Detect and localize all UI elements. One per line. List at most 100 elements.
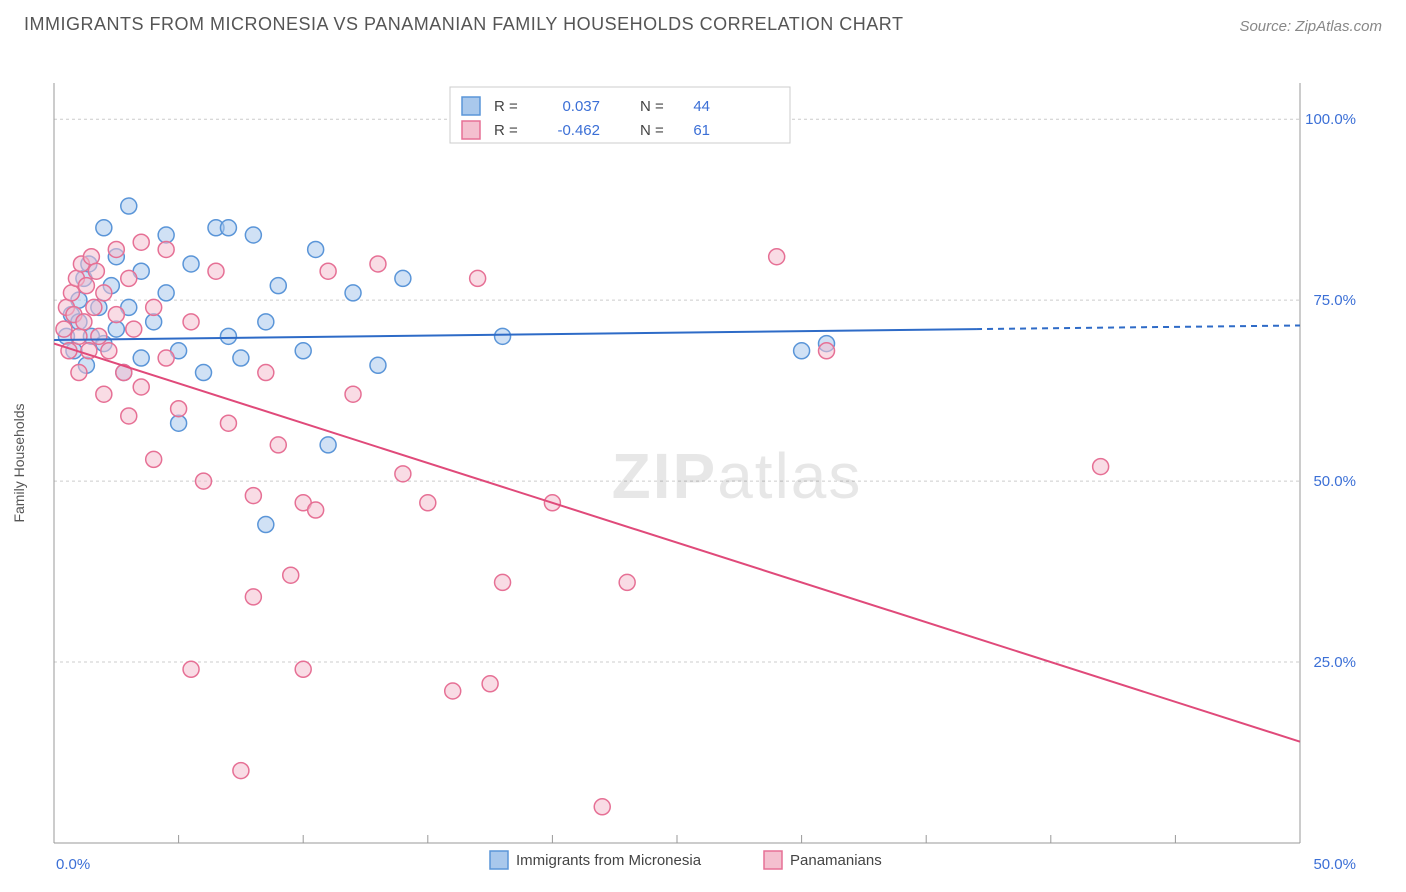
x-tick-label: 50.0% xyxy=(1313,856,1356,873)
scatter-point xyxy=(345,285,361,301)
scatter-point xyxy=(108,321,124,337)
scatter-point xyxy=(370,256,386,272)
scatter-point xyxy=(395,270,411,286)
scatter-point xyxy=(158,227,174,243)
scatter-point xyxy=(233,350,249,366)
scatter-point xyxy=(220,415,236,431)
legend-r-label: R = xyxy=(494,98,518,115)
scatter-point xyxy=(345,386,361,402)
scatter-point xyxy=(133,234,149,250)
scatter-point xyxy=(258,365,274,381)
scatter-point xyxy=(171,415,187,431)
scatter-point xyxy=(245,227,261,243)
scatter-point xyxy=(126,321,142,337)
scatter-point xyxy=(96,386,112,402)
scatter-point xyxy=(482,676,498,692)
scatter-point xyxy=(146,451,162,467)
scatter-point xyxy=(88,263,104,279)
bottom-legend-swatch xyxy=(490,851,508,869)
scatter-point xyxy=(108,241,124,257)
scatter-point xyxy=(158,285,174,301)
scatter-point xyxy=(121,270,137,286)
scatter-point xyxy=(208,263,224,279)
scatter-point xyxy=(283,567,299,583)
scatter-point xyxy=(245,589,261,605)
scatter-point xyxy=(495,574,511,590)
y-tick-label: 25.0% xyxy=(1313,654,1356,671)
scatter-point xyxy=(220,220,236,236)
legend-n-value: 61 xyxy=(693,122,710,139)
legend-swatch xyxy=(462,97,480,115)
scatter-point xyxy=(108,307,124,323)
scatter-point xyxy=(370,357,386,373)
scatter-point xyxy=(101,343,117,359)
scatter-point xyxy=(258,314,274,330)
scatter-point xyxy=(308,241,324,257)
chart-container: 25.0% 50.0% 75.0% 100.0% 0.0% 50.0% Family Hou… xyxy=(0,43,1406,885)
scatter-point xyxy=(96,220,112,236)
scatter-point xyxy=(133,350,149,366)
chart-title: IMMIGRANTS FROM MICRONESIA VS PANAMANIAN… xyxy=(24,14,903,35)
scatter-point xyxy=(121,408,137,424)
scatter-point xyxy=(220,328,236,344)
scatter-point xyxy=(470,270,486,286)
scatter-point xyxy=(769,249,785,265)
scatter-point xyxy=(133,379,149,395)
scatter-point xyxy=(96,285,112,301)
scatter-point xyxy=(420,495,436,511)
regression-line xyxy=(54,344,1300,742)
scatter-point xyxy=(295,661,311,677)
scatter-point xyxy=(495,328,511,344)
scatter-point xyxy=(121,198,137,214)
scatter-point xyxy=(158,241,174,257)
legend-n-label: N = xyxy=(640,122,664,139)
watermark: ZIPatlas xyxy=(612,440,863,512)
y-tick-label: 75.0% xyxy=(1313,292,1356,309)
scatter-point xyxy=(183,661,199,677)
scatter-point xyxy=(819,343,835,359)
scatter-point xyxy=(1093,459,1109,475)
scatter-point xyxy=(594,799,610,815)
scatter-point xyxy=(270,278,286,294)
chart-source: Source: ZipAtlas.com xyxy=(1239,18,1382,35)
scatter-point xyxy=(445,683,461,699)
bottom-legend-swatch xyxy=(764,851,782,869)
scatter-point xyxy=(146,314,162,330)
scatter-point xyxy=(78,278,94,294)
scatter-point xyxy=(183,256,199,272)
scatter-point xyxy=(146,299,162,315)
scatter-point xyxy=(183,314,199,330)
scatter-point xyxy=(71,328,87,344)
scatter-point xyxy=(295,343,311,359)
scatter-point xyxy=(171,401,187,417)
scatter-point xyxy=(395,466,411,482)
scatter-point xyxy=(56,321,72,337)
y-axis-label: Family Households xyxy=(11,403,27,522)
y-tick-label: 50.0% xyxy=(1313,473,1356,490)
scatter-point xyxy=(258,517,274,533)
scatter-point xyxy=(63,285,79,301)
y-tick-label: 100.0% xyxy=(1305,111,1356,128)
legend-swatch xyxy=(462,121,480,139)
scatter-point xyxy=(158,350,174,366)
regression-line-dashed xyxy=(976,325,1300,329)
legend-r-value: -0.462 xyxy=(557,122,600,139)
chart-header: IMMIGRANTS FROM MICRONESIA VS PANAMANIAN… xyxy=(0,0,1406,43)
legend-r-value: 0.037 xyxy=(562,98,600,115)
scatter-point xyxy=(196,473,212,489)
scatter-point xyxy=(270,437,286,453)
scatter-point xyxy=(794,343,810,359)
scatter-point xyxy=(245,488,261,504)
scatter-point xyxy=(233,763,249,779)
correlation-scatter-chart: 25.0% 50.0% 75.0% 100.0% 0.0% 50.0% Family Hou… xyxy=(0,43,1406,885)
bottom-legend-label: Immigrants from Micronesia xyxy=(516,852,702,869)
scatter-point xyxy=(308,502,324,518)
x-tick-label: 0.0% xyxy=(56,856,90,873)
scatter-point xyxy=(83,249,99,265)
legend-n-label: N = xyxy=(640,98,664,115)
bottom-legend-label: Panamanians xyxy=(790,852,882,869)
regression-line xyxy=(54,329,976,340)
scatter-point xyxy=(91,328,107,344)
scatter-point xyxy=(320,263,336,279)
scatter-point xyxy=(619,574,635,590)
